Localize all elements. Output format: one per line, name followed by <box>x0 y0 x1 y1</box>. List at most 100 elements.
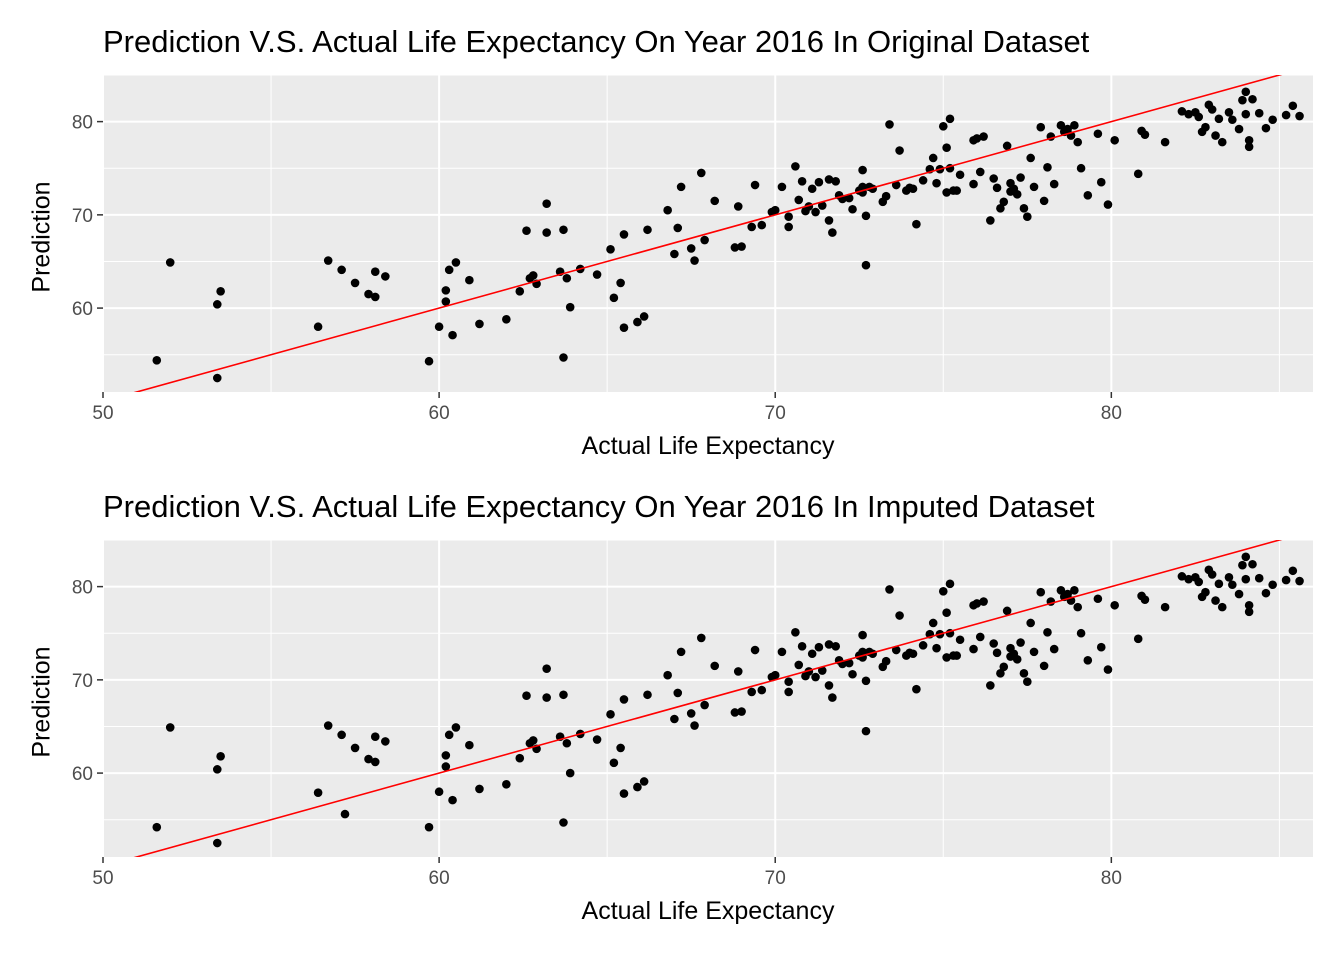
x-axis-label: Actual Life Expectancy <box>581 432 835 460</box>
data-point <box>515 753 525 763</box>
data-point <box>1217 137 1227 147</box>
data-point <box>885 585 894 594</box>
data-point <box>992 648 1002 658</box>
data-point <box>1254 573 1264 583</box>
data-point <box>824 216 834 225</box>
data-point <box>1029 647 1039 657</box>
data-point <box>784 677 793 687</box>
data-point <box>1023 212 1032 222</box>
data-point <box>733 667 743 676</box>
x-tick-label: 70 <box>765 403 786 424</box>
data-point <box>784 222 793 232</box>
x-tick-label: 80 <box>1101 868 1122 889</box>
x-tick-label: 50 <box>92 403 113 424</box>
data-point <box>1002 606 1012 616</box>
data-point <box>1288 101 1298 111</box>
data-point <box>502 779 511 789</box>
data-point <box>945 579 955 589</box>
data-point <box>969 644 978 654</box>
data-point <box>986 216 995 225</box>
data-point <box>1049 644 1059 654</box>
data-point <box>1244 600 1254 610</box>
reference-line <box>133 75 1283 392</box>
data-point <box>424 356 434 366</box>
data-point <box>1063 124 1072 134</box>
chart-title: Prediction V.S. Actual Life Expectancy O… <box>103 489 1095 524</box>
data-point <box>797 641 807 651</box>
data-point <box>1238 95 1247 105</box>
data-point <box>528 271 538 280</box>
data-point <box>606 710 615 719</box>
data-point <box>1056 586 1066 595</box>
data-point <box>918 641 928 650</box>
data-point <box>975 167 985 177</box>
data-point <box>1244 135 1254 145</box>
y-tick-label: 70 <box>72 206 93 227</box>
data-point <box>696 168 706 178</box>
data-point <box>932 643 941 653</box>
data-point <box>807 649 817 659</box>
data-point <box>1070 586 1079 595</box>
data-point <box>972 134 982 143</box>
data-point <box>1056 121 1066 130</box>
data-point <box>609 293 619 303</box>
data-point <box>619 789 629 798</box>
y-axis-label: Prediction <box>27 181 56 293</box>
data-point <box>1244 607 1254 617</box>
data-point <box>1029 182 1039 192</box>
data-point <box>676 647 686 657</box>
data-point <box>448 330 457 340</box>
data-point <box>979 597 988 606</box>
data-point <box>1110 600 1119 610</box>
data-point <box>1224 107 1234 117</box>
data-point <box>1281 110 1291 120</box>
data-point <box>696 633 706 643</box>
data-point <box>323 721 333 730</box>
data-point <box>885 120 894 129</box>
data-point <box>861 260 871 270</box>
data-point <box>770 205 780 215</box>
data-point <box>814 642 824 652</box>
y-tick-label: 80 <box>72 578 93 599</box>
x-tick-label: 80 <box>1101 403 1122 424</box>
data-point <box>1214 579 1224 589</box>
data-point <box>686 709 696 718</box>
data-point <box>942 188 951 197</box>
data-point <box>370 292 380 302</box>
data-point <box>730 243 740 252</box>
data-point <box>952 186 962 195</box>
data-point <box>370 267 380 277</box>
data-point <box>999 197 1009 207</box>
data-point <box>1039 661 1049 671</box>
data-point <box>364 754 373 764</box>
y-tick-label: 80 <box>72 113 93 134</box>
data-point <box>1026 618 1035 628</box>
data-point <box>831 176 841 186</box>
data-point <box>848 669 857 679</box>
data-point <box>730 708 740 717</box>
y-tick-label: 70 <box>72 671 93 692</box>
data-point <box>1268 580 1277 590</box>
data-point <box>1110 135 1119 145</box>
data-point <box>1016 638 1025 647</box>
data-point <box>777 182 787 192</box>
data-point <box>1295 576 1304 586</box>
data-point <box>465 740 474 750</box>
data-point <box>1177 572 1187 581</box>
data-point <box>619 323 629 332</box>
data-point <box>670 714 679 724</box>
data-point <box>364 289 373 299</box>
data-point <box>747 687 756 697</box>
data-point <box>1184 574 1193 584</box>
data-point <box>938 121 948 131</box>
data-point <box>824 640 834 649</box>
data-point <box>989 639 998 648</box>
data-point <box>1023 677 1032 687</box>
data-point <box>542 693 551 702</box>
data-point <box>891 180 901 190</box>
data-point <box>848 204 857 214</box>
data-point <box>1228 580 1237 590</box>
data-point <box>216 752 225 761</box>
data-point <box>1201 587 1210 597</box>
x-tick-label: 60 <box>429 868 450 889</box>
